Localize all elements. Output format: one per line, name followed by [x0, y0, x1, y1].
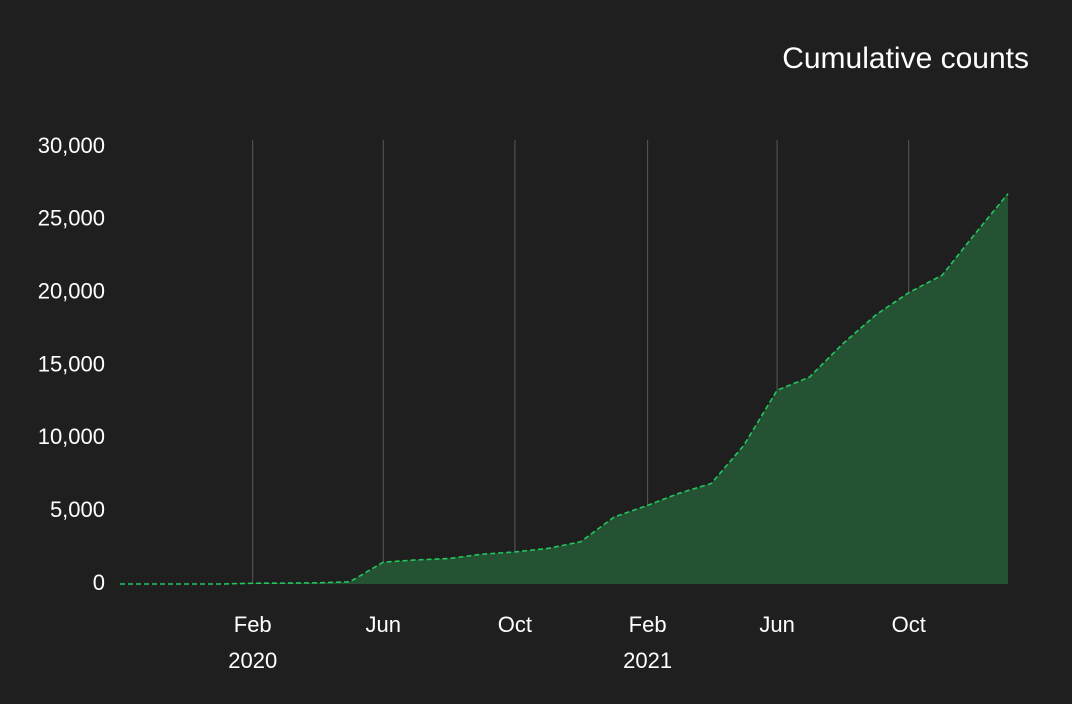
x-tick-label: Feb: [629, 612, 667, 637]
y-tick-label: 0: [93, 570, 105, 595]
y-tick-label: 5,000: [50, 497, 105, 522]
x-tick-label: Oct: [498, 612, 532, 637]
line: [120, 193, 1009, 585]
y-tick-label: 15,000: [38, 351, 105, 376]
x-tick-label: Jun: [759, 612, 794, 637]
area: [120, 193, 1008, 584]
y-tick-label: 25,000: [38, 206, 105, 231]
x-group-label: 2021: [623, 648, 672, 673]
x-group-label: 2020: [228, 648, 277, 673]
y-tick-label: 30,000: [38, 133, 105, 158]
chart-title: Cumulative counts: [782, 42, 1029, 75]
y-tick-label: 10,000: [38, 424, 105, 449]
x-tick-label: Jun: [366, 612, 401, 637]
x-tick-label: Feb: [234, 612, 272, 637]
y-tick-label: 20,000: [38, 278, 105, 303]
x-tick-label: Oct: [892, 612, 926, 637]
